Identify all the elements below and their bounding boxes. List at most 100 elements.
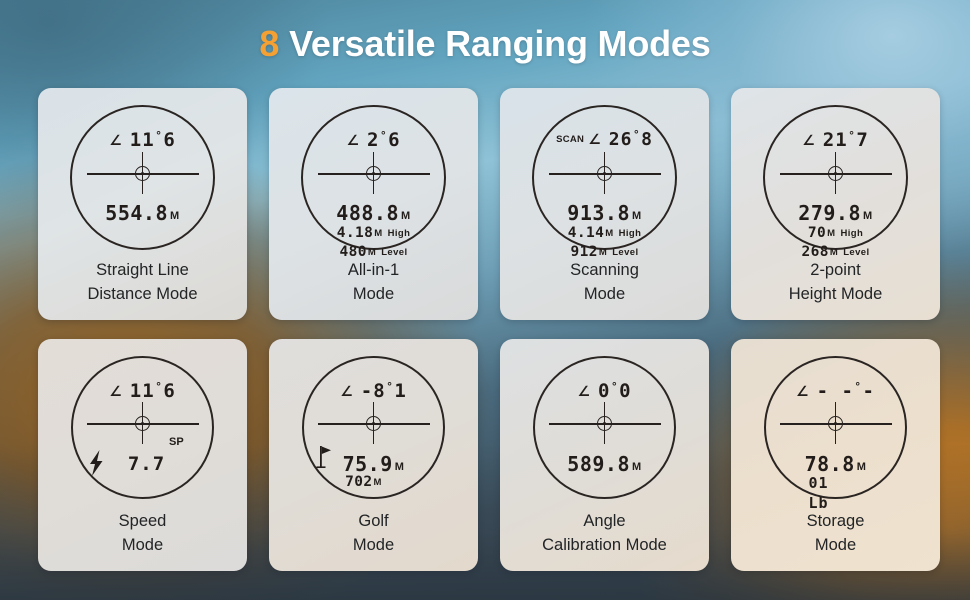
reticle-hub-icon bbox=[828, 415, 843, 431]
sub2-tag: Level bbox=[612, 247, 639, 258]
sub1-value: 70 bbox=[807, 225, 827, 241]
reticle-hub-icon bbox=[366, 165, 381, 181]
caption-line-1: Straight Line bbox=[96, 261, 189, 280]
angle-icon: ∠ bbox=[340, 384, 354, 400]
card-caption: Speed Mode bbox=[38, 510, 247, 557]
lcd-main-value-row: 279.8 M bbox=[765, 201, 906, 225]
caption-line-2: Mode bbox=[121, 535, 164, 554]
angle-decimal: 1 bbox=[394, 380, 407, 402]
lcd-storage-unit-row: Lb bbox=[808, 494, 829, 512]
reticle-hub-icon bbox=[135, 415, 150, 431]
card-caption: Scanning Mode bbox=[500, 259, 709, 306]
lcd-angle-row: ∠ 0 ° 0 bbox=[535, 380, 674, 402]
reticle-crosshair-icon bbox=[86, 402, 199, 445]
header: 8 Versatile Ranging Modes bbox=[0, 0, 970, 88]
lcd-display: ∠ 11 ° 6 SP 7.7 bbox=[73, 358, 212, 497]
main-unit: M bbox=[856, 461, 867, 473]
card-caption: Golf Mode bbox=[269, 510, 478, 557]
lcd-main-value-row: 554.8 M bbox=[72, 201, 213, 225]
mode-card-straight-line-distance[interactable]: ∠ 11 ° 6 554.8 M Straight Line Distance Mode bbox=[38, 88, 247, 320]
sub1-value: 4.14 bbox=[567, 225, 605, 241]
lcd-angle-row: SCAN ∠ 26 ° 8 bbox=[534, 128, 675, 150]
mode-card-scanning[interactable]: SCAN ∠ 26 ° 8 913.8 M 4.14 M High 912 M Level bbox=[500, 88, 709, 320]
lcd-storage-slot-row: 01 bbox=[808, 474, 829, 492]
lcd-display: SCAN ∠ 26 ° 8 913.8 M 4.14 M High 912 M Level bbox=[534, 107, 675, 260]
main-value: 7.7 bbox=[127, 453, 166, 475]
lcd-sub-row-secondary: 702 M bbox=[304, 474, 443, 490]
caption-line-1: Golf bbox=[358, 512, 389, 531]
angle-icon: ∠ bbox=[577, 384, 592, 400]
reticle-hub-icon bbox=[135, 165, 150, 181]
sub1-unit: M bbox=[605, 228, 614, 239]
caption-line-2: Mode bbox=[814, 535, 857, 554]
angle-value: - - bbox=[816, 380, 854, 402]
caption-line-1: Angle bbox=[583, 512, 626, 531]
mode-card-storage[interactable]: ∠ - - ° - 78.8 M 01 Lb Storage Mode bbox=[731, 339, 940, 571]
caption-line-2: Calibration Mode bbox=[542, 535, 667, 554]
reticle-crosshair-icon bbox=[317, 152, 430, 195]
card-caption: Storage Mode bbox=[731, 510, 940, 557]
angle-value: 11 bbox=[129, 129, 155, 151]
mode-card-2-point-height[interactable]: ∠ 21 ° 7 279.8 M 70 M High 268 M Level bbox=[731, 88, 940, 320]
degree-icon: ° bbox=[155, 129, 163, 142]
mode-card-all-in-1[interactable]: ∠ 2 ° 6 488.8 M 4.18 M High 480 M Level bbox=[269, 88, 478, 320]
angle-icon: ∠ bbox=[796, 384, 810, 400]
mode-card-angle-calibration[interactable]: ∠ 0 ° 0 589.8 M Angle Calibration Mode bbox=[500, 339, 709, 571]
lcd-scope: ∠ - - ° - 78.8 M 01 Lb bbox=[764, 356, 907, 512]
lcd-sub-row-level: 480 M Level bbox=[303, 244, 444, 260]
lcd-angle-row: ∠ 21 ° 7 bbox=[765, 129, 906, 151]
lcd-display: ∠ - - ° - 78.8 M 01 Lb bbox=[766, 358, 905, 512]
lcd-scope: SCAN ∠ 26 ° 8 913.8 M 4.14 M High 912 M Level bbox=[532, 105, 677, 260]
title-text bbox=[279, 23, 289, 64]
main-value: 554.8 bbox=[105, 201, 169, 225]
sub2-value: 268 bbox=[801, 244, 829, 260]
caption-line-2: Distance Mode bbox=[87, 284, 198, 303]
caption-line-1: Speed bbox=[118, 512, 167, 531]
lcd-speed-value-row: 7.7 bbox=[73, 453, 212, 475]
degree-icon: ° bbox=[854, 380, 863, 393]
lcd-scope: ∠ 21 ° 7 279.8 M 70 M High 268 M Level bbox=[763, 105, 908, 260]
speed-unit-badge: SP bbox=[169, 436, 184, 448]
lcd-angle-row: ∠ 11 ° 6 bbox=[73, 380, 212, 402]
angle-decimal: 8 bbox=[641, 129, 653, 150]
sub2-value: 480 bbox=[339, 244, 367, 260]
sub2-unit: M bbox=[598, 247, 608, 258]
sub1-value: 4.18 bbox=[336, 225, 374, 241]
angle-icon: ∠ bbox=[802, 133, 816, 149]
lcd-display: ∠ 0 ° 0 589.8 M bbox=[535, 358, 674, 497]
golf-flag-icon bbox=[316, 446, 331, 468]
main-unit: M bbox=[632, 210, 642, 222]
lcd-angle-row: ∠ 2 ° 6 bbox=[303, 129, 444, 151]
card-caption: 2-point Height Mode bbox=[731, 259, 940, 306]
sub1-tag: High bbox=[387, 228, 411, 239]
degree-icon: ° bbox=[848, 129, 856, 142]
page-title: 8 Versatile Ranging Modes bbox=[259, 23, 710, 65]
angle-value: -8 bbox=[360, 380, 386, 402]
lcd-display: ∠ -8 ° 1 75.9 M bbox=[304, 358, 443, 497]
title-rest: Versatile Ranging Modes bbox=[289, 23, 711, 64]
angle-decimal: 0 bbox=[619, 380, 632, 402]
lcd-display: ∠ 11 ° 6 554.8 M bbox=[72, 107, 213, 248]
lcd-sub-row-high: 4.14 M High bbox=[534, 225, 675, 241]
mode-card-speed[interactable]: ∠ 11 ° 6 SP 7.7 Speed bbox=[38, 339, 247, 571]
reticle-hub-icon bbox=[828, 165, 843, 181]
main-unit: M bbox=[401, 210, 411, 222]
mode-card-golf[interactable]: ∠ -8 ° 1 75.9 M bbox=[269, 339, 478, 571]
lcd-angle-row: ∠ -8 ° 1 bbox=[304, 380, 443, 402]
sub1-tag: High bbox=[840, 228, 864, 239]
angle-decimal: 6 bbox=[163, 380, 176, 402]
caption-line-2: Mode bbox=[352, 284, 395, 303]
angle-value: 0 bbox=[598, 380, 611, 402]
caption-line-1: 2-point bbox=[810, 261, 861, 280]
lcd-sub-row-level: 912 M Level bbox=[534, 244, 675, 260]
angle-decimal: 7 bbox=[856, 129, 869, 151]
degree-icon: ° bbox=[155, 380, 163, 393]
main-unit: M bbox=[394, 461, 405, 473]
main-value: 279.8 bbox=[798, 201, 862, 225]
caption-line-1: Storage bbox=[806, 512, 865, 531]
reticle-crosshair-icon bbox=[548, 152, 661, 195]
sub2-tag: Level bbox=[381, 247, 408, 258]
lcd-main-value-row: 75.9 M bbox=[304, 452, 443, 476]
reticle-crosshair-icon bbox=[317, 402, 430, 445]
main-unit: M bbox=[632, 461, 642, 473]
